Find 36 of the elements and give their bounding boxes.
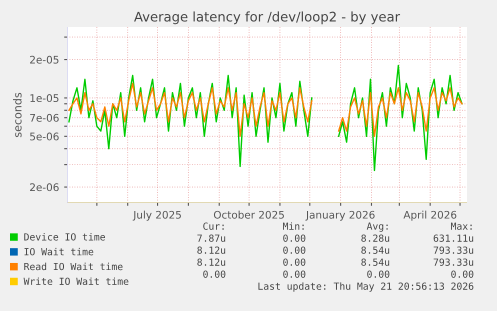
text: 0.00 [367, 270, 390, 278]
chart-title: Average latency for /dev/loop2 - by year [134, 11, 400, 24]
text: 0.00 [283, 246, 306, 254]
text: 793.33u [434, 258, 474, 266]
text: 0.00 [283, 258, 306, 266]
y-tick-label: 7e-06 [30, 114, 59, 122]
text: 0.00 [283, 270, 306, 278]
text: 631.11u [434, 234, 474, 242]
text: Avg: [366, 222, 388, 232]
y-tick-label: 1e-05 [30, 94, 58, 102]
text: 793.33u [434, 246, 474, 254]
text: Last update: Thu May 21 20:56:13 2026 [258, 282, 474, 292]
text: 8.54u [361, 246, 390, 254]
x-tick-label: January 2026 [305, 210, 375, 221]
text: Max: [450, 222, 472, 230]
legend-label: Write IO Wait time [24, 277, 128, 285]
x-tick-label: October 2025 [214, 210, 284, 219]
y-tick-label: 2e-05 [30, 56, 58, 64]
y-axis-title: seconds [13, 92, 22, 138]
text: 0.00 [203, 270, 226, 278]
y-tick-label: 5e-06 [30, 132, 59, 140]
text: 7.87u [197, 234, 226, 242]
x-tick-label: July 2025 [132, 210, 181, 221]
text: 8.12u [197, 246, 226, 254]
text: 8.12u [197, 258, 226, 266]
text: 8.28u [361, 234, 390, 242]
y-tick-label: 2e-06 [30, 183, 59, 192]
legend-label: Read IO Wait time [24, 262, 123, 270]
text: 0.00 [283, 234, 306, 242]
legend-label: IO Wait time [24, 248, 94, 256]
text: Min: [282, 222, 304, 230]
text: 8.54u [361, 258, 390, 266]
text: 0.00 [451, 270, 474, 278]
x-tick-label: April 2026 [403, 210, 456, 221]
legend-label: Device IO time [24, 233, 105, 241]
text: Cur: [203, 222, 224, 230]
